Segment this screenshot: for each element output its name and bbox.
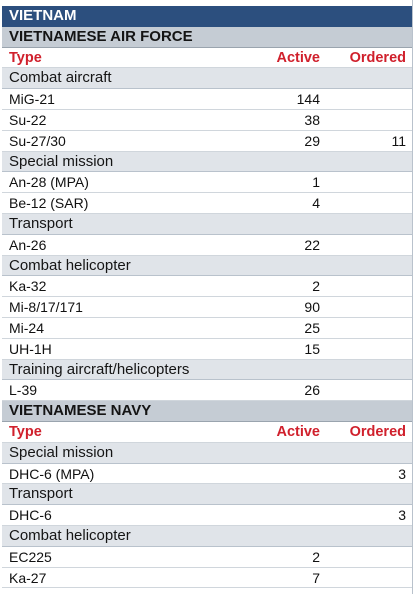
active-count: 144 [296,91,320,108]
table-row: Ka-32 2 [2,276,412,298]
aircraft-type: Be-12 (SAR) [9,195,89,212]
table-row: Mi-24 25 [2,317,412,339]
category-row: Combat aircraft [2,68,412,90]
table-row: MiG-21 144 [2,89,412,110]
active-count: 29 [304,132,320,149]
active-count: 1 [312,174,320,191]
category-label: Special mission [9,443,114,461]
category-row: Transport [2,484,412,506]
aircraft-type: DHC-6 (MPA) [9,465,95,482]
category-label: Combat aircraft [9,69,112,87]
table-row: Mi-8/17/171 90 [2,297,412,318]
aircraft-type: Su-22 [9,111,47,128]
table-row: DHC-6 3 [2,505,412,526]
active-count: 25 [304,319,320,336]
table-row: EC225 2 [2,546,412,568]
table-row: An-26 22 [2,234,412,256]
category-label: Combat helicopter [9,526,131,544]
table-row: Su-22 38 [2,109,412,131]
table-row: UH-1H 15 [2,338,412,360]
ordered-count: 11 [391,132,406,149]
ordered-count: 3 [398,507,406,524]
category-label: Special mission [9,152,114,170]
navy-column-headers: Type Active Ordered [2,421,412,443]
column-header-ordered: Ordered [349,423,406,440]
column-header-active: Active [276,423,320,440]
category-row: Special mission [2,151,412,173]
aircraft-type: L-39 [9,382,38,399]
aircraft-type: EC225 [9,548,52,565]
air-force-header: VIETNAMESE AIR FORCE [2,26,412,48]
active-count: 26 [304,382,320,399]
category-row: Training aircraft/helicopters [2,359,412,381]
column-header-type: Type [9,423,42,440]
aircraft-type: Mi-8/17/171 [9,299,83,316]
active-count: 2 [312,548,320,565]
category-label: Training aircraft/helicopters [9,360,190,378]
aircraft-type: Su-27/30 [9,132,66,149]
air-force-column-headers: Type Active Ordered [2,47,412,69]
table-row: Be-12 (SAR) 4 [2,193,412,214]
aircraft-type: MiG-21 [9,91,55,108]
navy-header: VIETNAMESE NAVY [2,401,412,422]
navy-title: VIETNAMESE NAVY [9,402,152,420]
active-count: 38 [304,111,320,128]
aircraft-type: DHC-6 [9,507,52,524]
category-row: Combat helicopter [2,525,412,547]
table-row: Su-27/30 29 11 [2,130,412,152]
column-header-ordered: Ordered [349,49,406,66]
active-count: 22 [304,236,320,253]
category-row: Combat helicopter [2,255,412,277]
active-count: 90 [304,299,320,316]
country-header: VIETNAM [2,6,412,27]
column-header-active: Active [276,49,320,66]
cut-off-row: Bell 206 2 [2,0,412,6]
active-count: 4 [312,195,320,212]
table-row: An-28 (MPA) 1 [2,172,412,194]
active-count: 7 [312,569,320,586]
aircraft-type: Ka-27 [9,569,47,586]
aircraft-type: UH-1H [9,340,52,357]
table-row: L-39 26 [2,380,412,402]
category-row: Special mission [2,442,412,464]
active-count: 2 [312,278,320,295]
category-label: Combat helicopter [9,256,131,274]
aircraft-type: Ka-32 [9,278,47,295]
active-count: 15 [304,340,320,357]
category-row: Transport [2,213,412,235]
aircraft-type: Mi-24 [9,319,45,336]
air-force-title: VIETNAMESE AIR FORCE [9,27,193,45]
aircraft-type: An-26 [9,236,47,253]
country-title: VIETNAM [9,7,77,24]
aircraft-type: An-28 (MPA) [9,174,89,191]
table-row: DHC-6 (MPA) 3 [2,463,412,485]
category-label: Transport [9,214,73,232]
column-header-type: Type [9,49,42,66]
category-label: Transport [9,485,73,503]
ordered-count: 3 [398,465,406,482]
table-row: Ka-27 7 [2,567,412,589]
